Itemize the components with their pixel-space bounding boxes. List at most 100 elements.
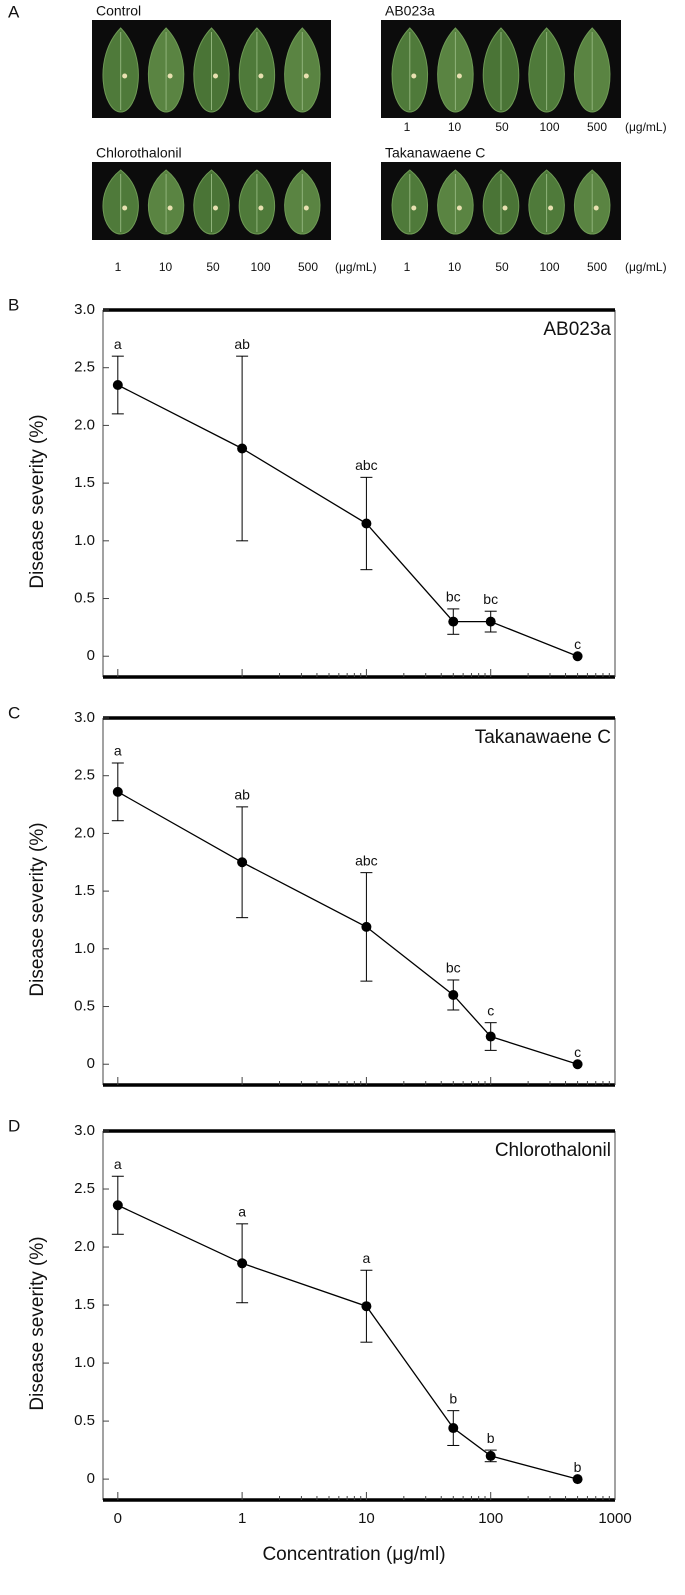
y-tick-label: 2.5	[74, 359, 95, 376]
y-tick-label: 3.0	[74, 1122, 95, 1139]
x-tick-label: 0	[114, 1510, 122, 1527]
significance-letter: b	[487, 1430, 495, 1446]
y-tick-label: 3.0	[74, 709, 95, 726]
lesion	[122, 73, 128, 79]
significance-letter: abc	[355, 457, 378, 473]
y-tick-label: 2.0	[74, 416, 95, 433]
significance-letter: a	[363, 1250, 371, 1266]
x-axis-label: Concentration (μg/ml)	[262, 1544, 445, 1565]
lesion	[303, 73, 309, 79]
lesion	[411, 73, 417, 79]
x-tick-label: 10	[358, 1510, 375, 1527]
unit-label: (μg/mL)	[625, 260, 667, 274]
unit-label: (μg/mL)	[335, 260, 377, 274]
data-point	[237, 857, 248, 868]
data-point	[361, 921, 372, 932]
concentration-label: 500	[587, 120, 607, 134]
y-tick-label: 1.5	[74, 1296, 95, 1313]
y-tick-label: 2.5	[74, 767, 95, 784]
y-tick-label: 1.5	[74, 882, 95, 899]
data-point	[361, 1301, 372, 1312]
data-point	[572, 1059, 583, 1070]
y-tick-label: 0	[87, 1470, 95, 1487]
panel-label: C	[8, 703, 20, 722]
lesion	[502, 205, 508, 211]
significance-letter: a	[238, 1204, 246, 1220]
panel-label: D	[8, 1116, 20, 1135]
data-point	[448, 989, 459, 1000]
data-line	[117, 1204, 578, 1480]
data-point	[485, 1450, 496, 1461]
photo-title: Control	[96, 3, 141, 19]
concentration-label: 500	[587, 260, 607, 274]
data-point	[112, 786, 123, 797]
concentration-label: 100	[250, 260, 270, 274]
data-point	[361, 518, 372, 529]
y-tick-label: 1.0	[74, 940, 95, 957]
concentration-label: 500	[298, 260, 318, 274]
significance-letter: b	[449, 1390, 457, 1406]
data-point	[572, 1474, 583, 1485]
chart-title: Takanawaene C	[475, 727, 611, 748]
chart-title: AB023a	[543, 319, 611, 340]
lesion	[122, 205, 128, 211]
y-tick-label: 1.0	[74, 1354, 95, 1371]
concentration-label: 50	[495, 260, 509, 274]
y-tick-label: 0.5	[74, 1412, 95, 1429]
data-point	[572, 651, 583, 662]
lesion	[258, 73, 264, 79]
y-tick-label: 2.0	[74, 1238, 95, 1255]
x-tick-label: 100	[478, 1510, 503, 1527]
significance-letter: bc	[446, 960, 461, 976]
significance-letter: c	[487, 1002, 494, 1018]
photo-title: AB023a	[385, 3, 435, 19]
significance-letter: a	[114, 1156, 122, 1172]
significance-letter: a	[114, 336, 122, 352]
concentration-label: 50	[206, 260, 220, 274]
unit-label: (μg/mL)	[625, 120, 667, 134]
data-line	[117, 384, 578, 657]
data-point	[448, 1423, 459, 1434]
lesion	[303, 205, 309, 211]
concentration-label: 10	[448, 120, 462, 134]
lesion	[456, 73, 462, 79]
significance-letter: a	[114, 743, 122, 759]
concentration-label: 10	[448, 260, 462, 274]
data-point	[448, 616, 459, 627]
chart-title: Chlorothalonil	[495, 1140, 611, 1161]
data-point	[112, 380, 123, 391]
significance-letter: bc	[446, 589, 461, 605]
data-point	[485, 616, 496, 627]
lesion	[456, 205, 462, 211]
y-axis-label: Disease severity (%)	[27, 822, 48, 996]
significance-letter: c	[574, 1044, 581, 1060]
lesion	[258, 205, 264, 211]
lesion	[167, 205, 173, 211]
significance-letter: ab	[234, 787, 250, 803]
significance-letter: bc	[483, 591, 498, 607]
y-tick-label: 0	[87, 647, 95, 664]
y-tick-label: 2.5	[74, 1180, 95, 1197]
lesion	[411, 205, 417, 211]
x-tick-label: 1000	[598, 1510, 631, 1527]
panel-label: A	[8, 2, 20, 21]
concentration-label: 100	[539, 260, 559, 274]
y-tick-label: 0	[87, 1055, 95, 1072]
y-axis-label: Disease severity (%)	[27, 414, 48, 588]
y-tick-label: 1.0	[74, 532, 95, 549]
lesion	[593, 205, 599, 211]
significance-letter: ab	[234, 336, 250, 352]
y-tick-label: 2.0	[74, 824, 95, 841]
y-tick-label: 0.5	[74, 589, 95, 606]
concentration-label: 1	[404, 120, 411, 134]
lesion	[213, 205, 218, 211]
concentration-label: 1	[404, 260, 411, 274]
concentration-label: 50	[495, 120, 509, 134]
concentration-label: 1	[115, 260, 122, 274]
photo-title: Takanawaene C	[385, 145, 485, 161]
data-point	[237, 443, 248, 454]
y-axis-label: Disease severity (%)	[27, 1236, 48, 1410]
x-tick-label: 1	[238, 1510, 246, 1527]
lesion	[213, 73, 218, 79]
data-point	[485, 1031, 496, 1042]
